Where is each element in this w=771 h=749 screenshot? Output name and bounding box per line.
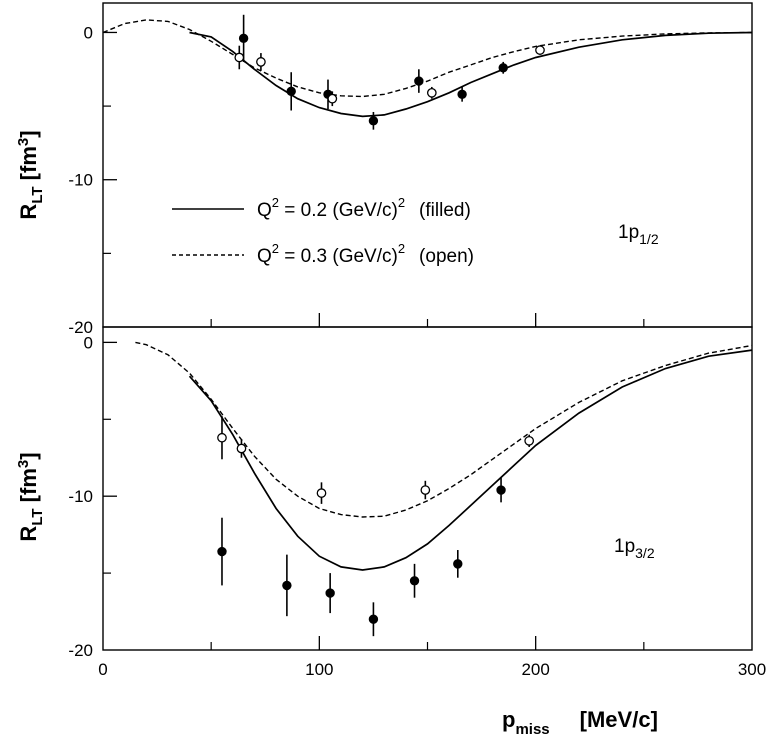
filled-data-point <box>238 33 249 44</box>
open-data-point <box>524 435 535 446</box>
open-data-point <box>236 443 247 454</box>
open-data-point <box>426 87 437 98</box>
open-data-point <box>234 52 245 63</box>
top-panel-label: 1p1/2 <box>618 222 659 247</box>
legend-entry-filled: Q2 = 0.2 (GeV/c)2 (filled) <box>257 195 471 221</box>
open-data-point <box>316 488 327 498</box>
filled-data-point <box>453 559 463 569</box>
bottom-panel: 0 -10 -20 0 100 200 300 RLT [fm3] 1p3/2 pmiss… <box>15 326 766 738</box>
filled-data-point <box>498 63 508 73</box>
top-panel: 0 -10 -20 RLT [fm3] Q2 = 0.2 (GeV/c)2 (fill… <box>15 2 753 337</box>
filled-data-point <box>496 485 506 495</box>
bottom-panel-label: 1p3/2 <box>614 536 655 561</box>
filled-data-point <box>325 588 335 598</box>
y-tick-label: -20 <box>68 641 93 660</box>
y-tick-label: 0 <box>84 23 93 42</box>
open-data-point <box>327 93 338 104</box>
y-tick-label: 0 <box>84 333 93 352</box>
filled-data-point <box>368 614 379 624</box>
filled-data-point <box>286 86 296 97</box>
top-points <box>234 14 545 130</box>
filled-data-point <box>368 116 379 126</box>
solid-curve <box>189 31 753 118</box>
top-yticks: 0 -10 -20 <box>68 23 117 337</box>
bottom-curves <box>135 341 753 571</box>
dashed-curve <box>135 341 753 518</box>
y-tick-label: -20 <box>68 318 93 337</box>
bottom-yticks: 0 -10 -20 <box>68 333 117 660</box>
x-tick-label: 300 <box>738 660 766 679</box>
x-axis-title: pmiss [MeV/c] <box>502 707 658 738</box>
legend: Q2 = 0.2 (GeV/c)2 (filled) Q2 = 0.3 (GeV/… <box>172 195 474 267</box>
open-data-point <box>256 57 266 67</box>
open-data-point <box>217 432 227 443</box>
filled-data-point <box>414 76 424 86</box>
legend-entry-open: Q2 = 0.3 (GeV/c)2 (open) <box>257 241 474 267</box>
bottom-points <box>217 416 535 637</box>
open-data-point <box>420 485 431 495</box>
bottom-xticks: 0 100 200 300 <box>98 636 766 679</box>
top-xticks <box>210 313 645 327</box>
x-tick-label: 0 <box>98 660 107 679</box>
filled-data-point <box>217 546 227 557</box>
top-curves <box>102 19 753 118</box>
x-tick-label: 200 <box>521 660 549 679</box>
top-ylabel: RLT [fm3] <box>15 130 46 219</box>
dashed-curve <box>102 19 753 98</box>
y-tick-label: -10 <box>68 487 93 506</box>
open-data-point <box>535 45 545 55</box>
top-panel-frame <box>102 2 753 328</box>
filled-data-point <box>409 576 420 586</box>
filled-data-point <box>282 580 292 591</box>
x-tick-label: 100 <box>305 660 333 679</box>
solid-curve <box>188 349 753 571</box>
bottom-ylabel: RLT [fm3] <box>15 452 46 541</box>
filled-data-point <box>457 89 467 100</box>
y-tick-label: -10 <box>68 171 93 190</box>
